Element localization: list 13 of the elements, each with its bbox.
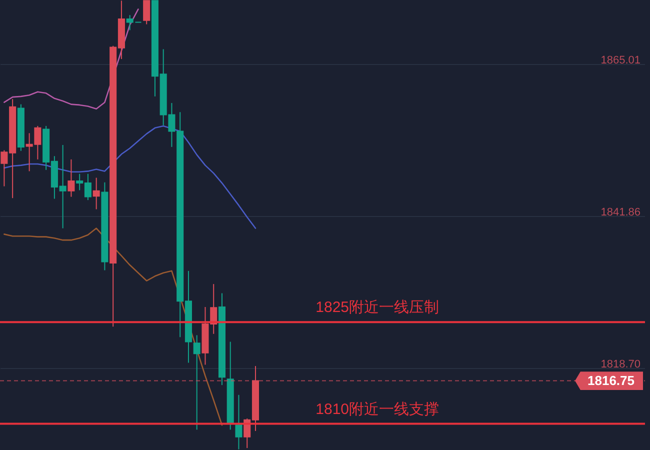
y-tick-label: 1841.86 bbox=[600, 206, 640, 219]
y-tick-label: 1865.01 bbox=[600, 54, 640, 67]
candlestick bbox=[92, 177, 100, 210]
candlestick bbox=[68, 158, 75, 198]
ref-line-label: 1810附近一线支撑 bbox=[316, 400, 440, 418]
candlestick bbox=[235, 394, 242, 450]
ref-line-label: 1825附近一线压制 bbox=[316, 299, 440, 316]
candlestick bbox=[193, 334, 200, 430]
candlestick bbox=[143, 0, 150, 25]
line-series bbox=[4, 125, 256, 229]
y-tick-label: 1818.70 bbox=[600, 358, 640, 371]
ref-line-label: 1816.75 bbox=[588, 372, 634, 388]
line-series bbox=[4, 8, 139, 110]
